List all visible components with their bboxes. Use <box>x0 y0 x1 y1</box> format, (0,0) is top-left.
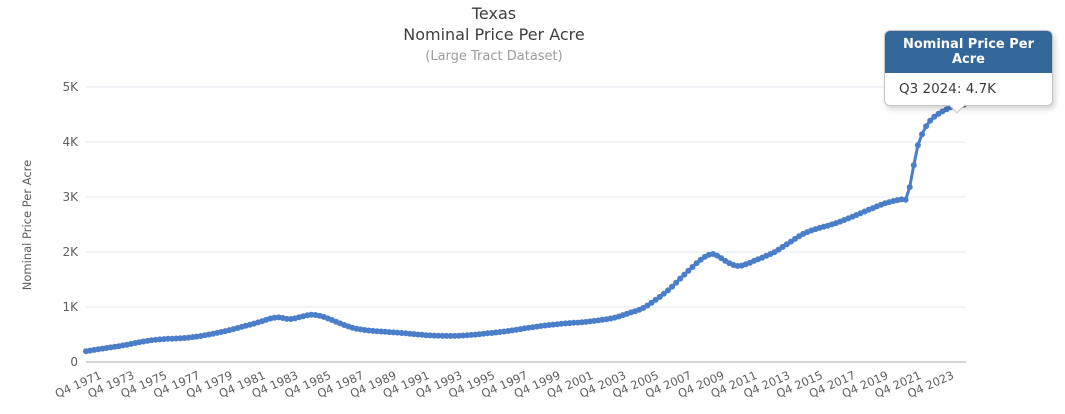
data-point-marker[interactable] <box>906 184 913 191</box>
y-tick-label: 0 <box>70 355 78 369</box>
data-point-marker[interactable] <box>902 196 909 203</box>
data-point-marker[interactable] <box>681 271 688 278</box>
data-point-marker[interactable] <box>443 332 450 339</box>
tooltip-value: Q3 2024: 4.7K <box>885 73 1052 105</box>
y-tick-label: 1K <box>62 300 79 314</box>
data-point-marker[interactable] <box>439 332 446 339</box>
data-point-marker[interactable] <box>677 275 684 282</box>
y-tick-label: 2K <box>62 245 79 259</box>
data-point-marker[interactable] <box>914 142 921 149</box>
y-tick-label: 4K <box>62 135 79 149</box>
data-point-marker[interactable] <box>919 131 925 138</box>
data-point-marker[interactable] <box>656 293 663 300</box>
y-tick-label: 5K <box>62 80 79 94</box>
data-point-marker[interactable] <box>685 267 692 274</box>
data-point-marker[interactable] <box>927 117 934 124</box>
data-point-marker[interactable] <box>923 123 930 130</box>
data-point-marker[interactable] <box>652 296 659 303</box>
y-tick-label: 3K <box>62 190 79 204</box>
data-point-marker[interactable] <box>447 332 454 339</box>
data-point-marker[interactable] <box>693 260 700 267</box>
y-axis-title: Nominal Price Per Acre <box>20 160 34 290</box>
tooltip: Nominal Price Per Acre Q3 2024: 4.7K <box>884 30 1053 114</box>
data-point-marker[interactable] <box>664 287 671 294</box>
data-point-marker[interactable] <box>689 264 696 270</box>
data-point-marker[interactable] <box>669 283 675 290</box>
data-point-marker[interactable] <box>910 162 917 169</box>
data-point-marker[interactable] <box>673 279 680 286</box>
tooltip-header: Nominal Price Per Acre <box>885 31 1052 73</box>
data-point-marker[interactable] <box>660 290 667 297</box>
